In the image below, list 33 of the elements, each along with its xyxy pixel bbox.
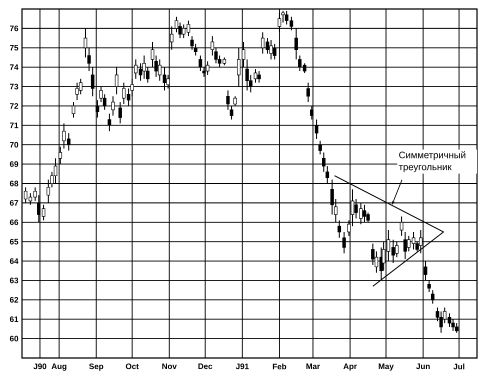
candlestick xyxy=(403,231,407,260)
candlestick xyxy=(310,105,314,120)
candlestick xyxy=(306,82,310,103)
candlestick xyxy=(58,146,62,165)
annotation: Симметричный треугольник xyxy=(398,151,466,172)
candlestick xyxy=(314,119,318,140)
candlestick xyxy=(72,102,76,118)
candlestick xyxy=(362,204,366,223)
candlestick xyxy=(318,140,322,155)
candlestick xyxy=(424,260,428,281)
candlestick xyxy=(96,100,100,118)
candlestick xyxy=(257,70,261,84)
candlestick xyxy=(206,60,210,76)
candlestick xyxy=(108,113,112,132)
candlestick xyxy=(269,40,273,60)
candlestick xyxy=(439,310,443,334)
candlestick xyxy=(118,102,122,124)
candlestick xyxy=(245,58,249,91)
candlestick xyxy=(142,55,146,80)
candlestick xyxy=(430,290,434,304)
candlestick xyxy=(75,82,79,101)
candlestick xyxy=(427,280,431,293)
candlestick xyxy=(54,158,58,184)
candlestick xyxy=(400,216,404,236)
candlestick xyxy=(254,68,258,84)
candlestick xyxy=(233,96,237,106)
candlestick xyxy=(338,220,342,238)
candlestick xyxy=(114,66,118,95)
candlestick xyxy=(342,231,346,254)
candlestick xyxy=(111,96,115,116)
candlestick xyxy=(419,230,422,254)
candlestick xyxy=(272,43,276,60)
candlestick xyxy=(90,66,94,97)
